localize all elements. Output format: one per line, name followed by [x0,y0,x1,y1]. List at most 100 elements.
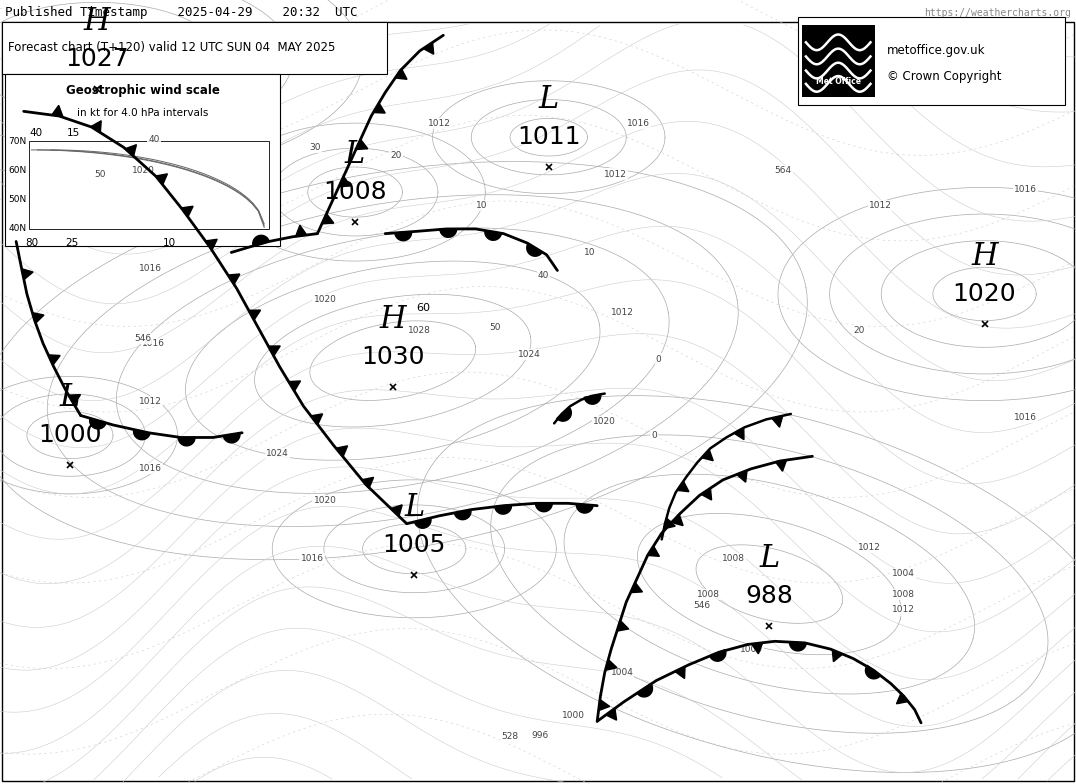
Text: metoffice.gov.uk: metoffice.gov.uk [887,44,986,56]
Text: 1027: 1027 [65,47,129,71]
Text: 1020: 1020 [313,295,337,304]
Polygon shape [771,416,782,427]
Text: 1012: 1012 [610,307,634,317]
Polygon shape [423,42,434,54]
Text: 50: 50 [490,323,500,332]
Text: 1000: 1000 [739,644,763,654]
Text: 80: 80 [26,238,39,248]
Text: 1016: 1016 [626,119,650,129]
Bar [2,22,387,74]
Text: 1012: 1012 [868,201,892,210]
Polygon shape [48,355,60,365]
Text: 50: 50 [95,169,105,179]
Polygon shape [336,446,348,457]
Polygon shape [133,430,151,440]
Polygon shape [69,394,81,405]
Polygon shape [865,666,880,679]
Text: 1024: 1024 [266,448,289,458]
Bar [802,25,875,97]
Text: 1012: 1012 [139,397,162,406]
Polygon shape [790,642,806,651]
Polygon shape [527,244,542,256]
Text: L: L [539,84,558,115]
Polygon shape [268,346,280,356]
Text: Published Timestamp    2025-04-29    20:32  UTC: Published Timestamp 2025-04-29 20:32 UTC [5,6,358,19]
Text: 1024: 1024 [518,350,541,359]
Polygon shape [395,69,407,79]
Polygon shape [89,418,107,429]
Text: H: H [84,5,110,37]
Text: 988: 988 [746,584,793,608]
Text: 10: 10 [477,201,487,210]
Text: 30: 30 [310,143,321,152]
Text: 1005: 1005 [383,533,445,557]
Text: 1008: 1008 [696,590,720,599]
Text: 20: 20 [391,151,401,160]
Text: 0: 0 [651,430,657,440]
Polygon shape [52,105,62,117]
Polygon shape [752,643,763,654]
Polygon shape [776,460,787,471]
Text: 1016: 1016 [139,263,162,273]
Text: 60N: 60N [9,165,27,175]
Text: 40: 40 [148,135,159,144]
Text: 546: 546 [693,601,710,610]
Polygon shape [702,449,713,461]
Polygon shape [495,505,511,514]
Polygon shape [224,433,240,443]
Text: 1011: 1011 [516,125,581,149]
Text: 1016: 1016 [1014,185,1037,194]
Polygon shape [249,310,260,320]
Text: Forecast chart (T+120) valid 12 UTC SUN 04  MAY 2025: Forecast chart (T+120) valid 12 UTC SUN … [8,42,335,54]
Text: 1004: 1004 [610,668,634,677]
Text: Met Office: Met Office [816,77,861,86]
Polygon shape [556,407,571,421]
Text: 1000: 1000 [38,423,102,447]
Bar [5,74,280,246]
Polygon shape [228,274,240,285]
Polygon shape [617,620,628,631]
Polygon shape [598,699,610,710]
Text: 1008: 1008 [722,554,746,563]
Text: in kt for 4.0 hPa intervals: in kt for 4.0 hPa intervals [76,108,209,118]
Polygon shape [584,394,600,405]
Polygon shape [90,121,101,132]
Text: Geostrophic wind scale: Geostrophic wind scale [66,85,220,97]
Text: 564: 564 [775,166,792,176]
Text: 60: 60 [416,303,430,313]
Polygon shape [671,514,683,525]
Polygon shape [32,313,44,323]
Polygon shape [454,510,471,520]
Text: 1030: 1030 [360,345,425,368]
Polygon shape [606,709,617,720]
Text: 70N: 70N [9,136,27,146]
Text: 25: 25 [66,238,79,248]
Polygon shape [440,229,456,238]
Text: H: H [972,241,997,272]
Text: 1020: 1020 [131,166,155,176]
Polygon shape [485,230,501,240]
Text: 1012: 1012 [604,169,627,179]
Text: https://weathercharts.org: https://weathercharts.org [923,8,1071,17]
Text: L: L [345,139,365,170]
Polygon shape [648,546,660,557]
Polygon shape [833,650,843,662]
Text: L: L [405,492,424,523]
Text: 1004: 1004 [892,569,916,579]
Polygon shape [414,518,431,528]
Text: 1028: 1028 [408,326,431,336]
Text: 20: 20 [853,326,864,336]
Polygon shape [734,428,744,440]
Text: L: L [760,543,779,574]
Text: 10: 10 [584,248,595,257]
Polygon shape [737,470,747,482]
Polygon shape [391,505,402,517]
Text: 1016: 1016 [1014,412,1037,422]
Text: 1020: 1020 [952,282,1017,306]
Polygon shape [577,504,593,513]
Text: 1016: 1016 [139,464,162,474]
Text: 1020: 1020 [313,495,337,505]
Polygon shape [896,693,908,704]
Polygon shape [156,174,168,185]
Text: 15: 15 [67,129,80,138]
